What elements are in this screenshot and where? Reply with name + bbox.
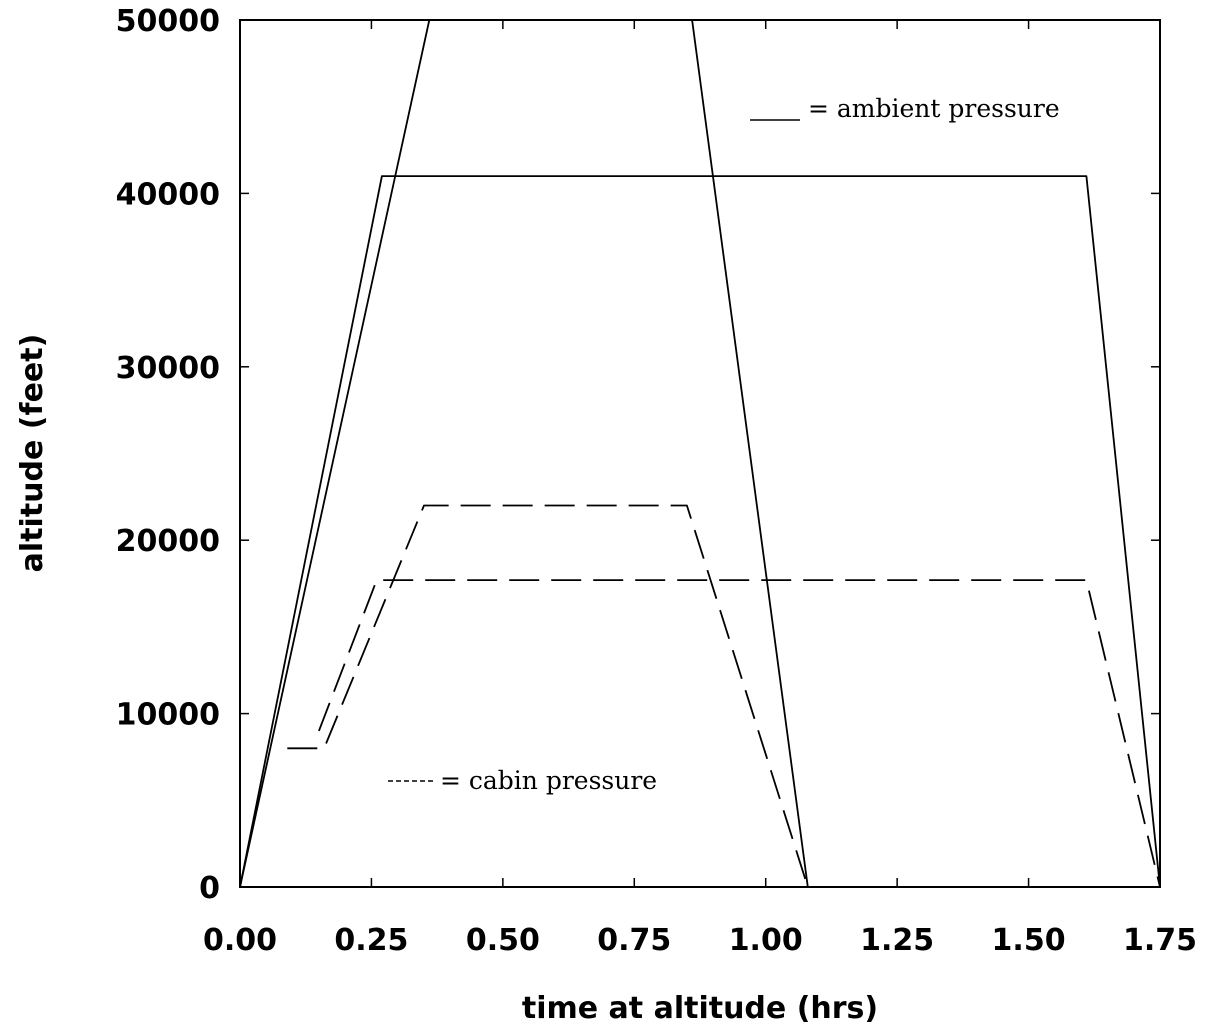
legend-ambient-label: = ambient pressure [808, 94, 1060, 123]
legend-ambient: = ambient pressure [750, 94, 1060, 123]
plot-frame [239, 19, 1161, 888]
series-group [240, 20, 1160, 887]
legend-cabin-label: = cabin pressure [440, 766, 657, 795]
y-tick-label: 50000 [116, 4, 220, 39]
y-tick-label: 40000 [116, 177, 220, 212]
cabin-pressure-line-4 [318, 579, 1160, 887]
x-axis-title: time at altitude (hrs) [522, 991, 878, 1026]
cabin-pressure-line-3 [287, 504, 809, 887]
x-tick-label: 1.00 [729, 923, 803, 958]
tick-labels: 0.00 0.25 0.50 0.75 1.00 1.25 1.50 1.75 0 10000 20… [116, 4, 1197, 958]
x-tick-label: 0.00 [203, 923, 277, 958]
y-axis-title: altitude (feet) [15, 334, 50, 573]
y-tick-label: 20000 [116, 524, 220, 559]
legend-cabin: = cabin pressure [388, 766, 657, 795]
x-tick-label: 0.25 [334, 923, 408, 958]
y-tick-label: 30000 [116, 351, 220, 386]
y-tick-label: 10000 [116, 698, 220, 733]
y-tick-label: 0 [199, 871, 220, 906]
axis-ticks [239, 19, 1161, 888]
x-tick-label: 1.25 [860, 923, 934, 958]
ambient-pressure-line-2 [240, 175, 1160, 887]
x-tick-label: 0.50 [466, 923, 540, 958]
x-tick-label: 0.75 [597, 923, 671, 958]
x-tick-label: 1.75 [1123, 923, 1197, 958]
x-tick-label: 1.50 [992, 923, 1066, 958]
ambient-pressure-line-1 [240, 20, 809, 887]
